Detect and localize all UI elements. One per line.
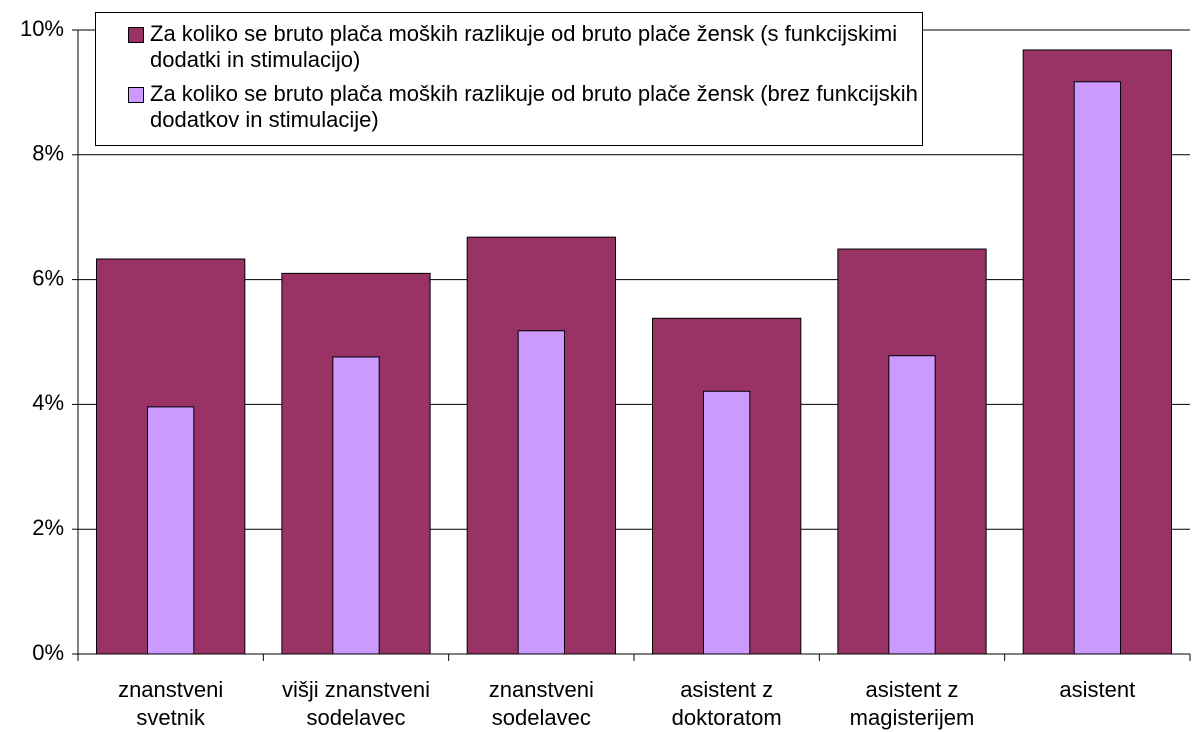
x-tick-label: asistent z doktoratom <box>671 677 782 730</box>
y-tick-label: 6% <box>32 265 64 290</box>
y-tick-label: 4% <box>32 390 64 415</box>
legend-label: Za koliko se bruto plača moških razlikuj… <box>150 21 898 72</box>
legend-label: Za koliko se bruto plača moških razlikuj… <box>150 81 918 132</box>
x-tick-label: znanstveni svetnik <box>118 677 224 730</box>
bar <box>1073 81 1121 655</box>
bar <box>888 355 936 655</box>
bar <box>517 330 566 655</box>
legend: Za koliko se bruto plača moških razlikuj… <box>95 12 923 146</box>
x-tick-label: asistent z magisterijem <box>849 677 975 730</box>
y-tick-label: 2% <box>32 515 64 540</box>
bar <box>147 406 195 655</box>
bar <box>332 356 380 655</box>
legend-entry: Za koliko se bruto plača moških razlikuj… <box>128 21 922 73</box>
y-tick-label: 10% <box>20 16 64 41</box>
bar <box>703 390 751 655</box>
x-tick-label: asistent <box>1059 677 1136 702</box>
x-tick-label: znanstveni sodelavec <box>488 677 594 730</box>
x-tick-label: višji znanstveni sodelavec <box>282 677 430 730</box>
legend-entry: Za koliko se bruto plača moških razlikuj… <box>128 81 922 133</box>
y-tick-label: 0% <box>32 640 64 665</box>
legend-swatch <box>128 87 144 103</box>
y-tick-label: 8% <box>32 141 64 166</box>
legend-swatch <box>128 27 144 43</box>
